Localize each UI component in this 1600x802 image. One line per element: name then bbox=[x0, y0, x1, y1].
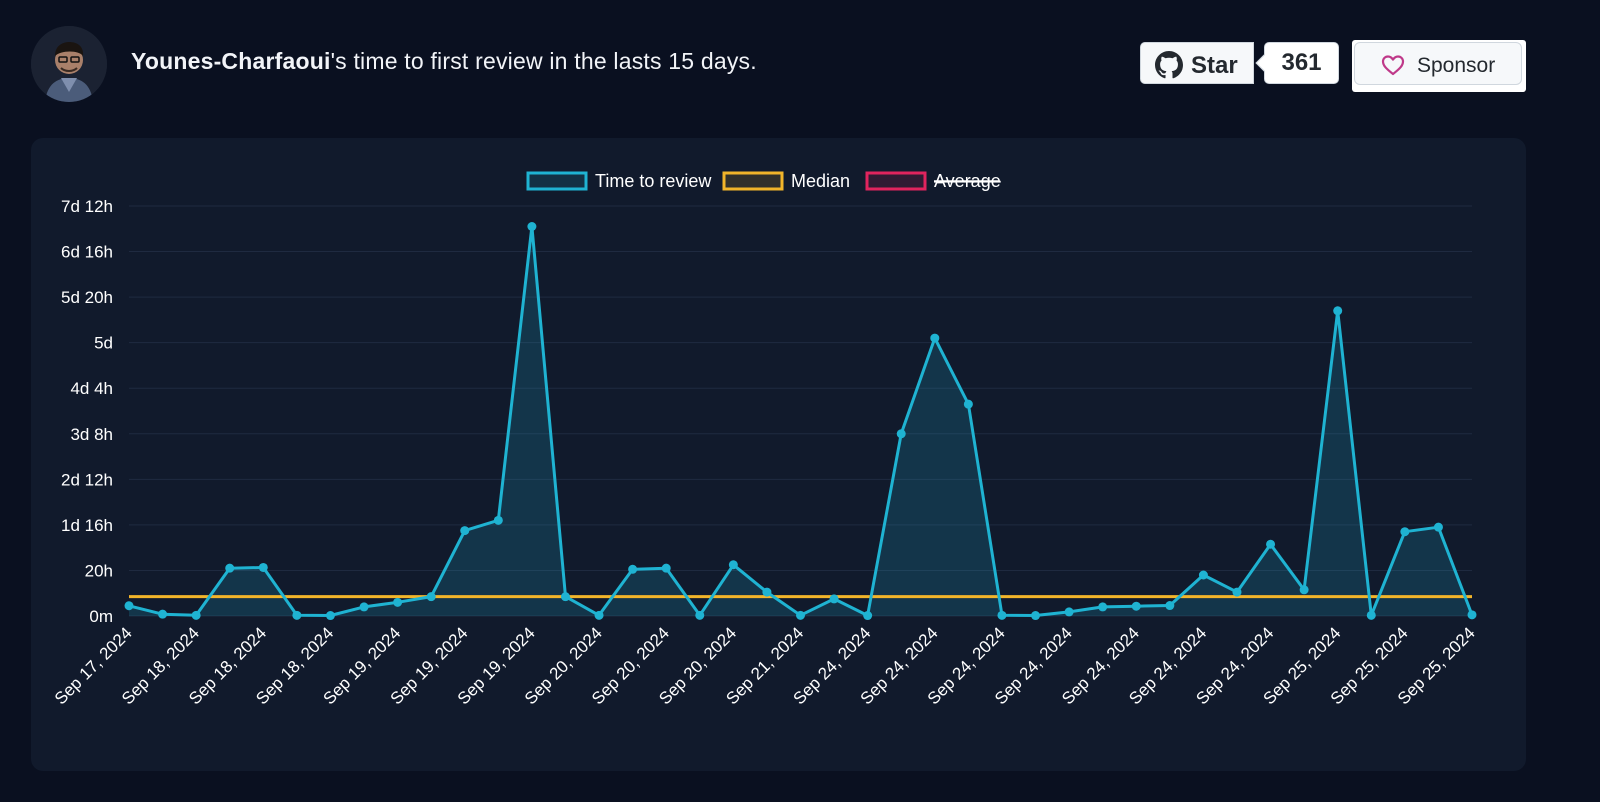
legend-swatch bbox=[865, 171, 927, 191]
data-point bbox=[527, 222, 537, 231]
y-tick-label: 6d 16h bbox=[61, 243, 113, 262]
y-tick-label: 0m bbox=[89, 607, 113, 626]
legend-label: Median bbox=[791, 171, 850, 191]
data-point bbox=[1198, 570, 1208, 580]
data-point bbox=[863, 611, 873, 621]
data-point bbox=[896, 429, 906, 439]
sponsor-button[interactable]: Sponsor bbox=[1352, 40, 1526, 92]
data-point bbox=[1098, 602, 1108, 612]
y-tick-label: 1d 16h bbox=[61, 516, 113, 535]
data-point bbox=[1064, 607, 1074, 617]
data-point bbox=[1232, 587, 1242, 597]
data-point bbox=[1031, 611, 1041, 621]
username[interactable]: Younes-Charfaoui bbox=[131, 48, 331, 74]
chart-series bbox=[124, 222, 1477, 621]
data-point bbox=[930, 333, 940, 343]
data-point bbox=[796, 610, 805, 620]
data-point bbox=[1467, 610, 1477, 620]
data-point bbox=[460, 526, 470, 536]
review-area bbox=[129, 226, 1472, 616]
y-tick-label: 2d 12h bbox=[61, 470, 113, 489]
avatar-image bbox=[31, 26, 107, 102]
data-point bbox=[628, 564, 638, 574]
data-point bbox=[1433, 522, 1443, 532]
data-point bbox=[225, 563, 235, 573]
data-point bbox=[661, 563, 671, 573]
legend-swatch bbox=[722, 171, 784, 191]
data-point bbox=[325, 611, 335, 621]
data-point bbox=[1299, 585, 1309, 595]
data-point bbox=[1165, 601, 1175, 611]
y-tick-label: 5d bbox=[94, 334, 113, 353]
star-count[interactable]: 361 bbox=[1264, 42, 1339, 84]
data-point bbox=[359, 602, 369, 612]
data-point bbox=[560, 592, 570, 602]
data-point bbox=[1131, 601, 1141, 611]
y-tick-label: 4d 4h bbox=[70, 379, 113, 398]
y-tick-label: 20h bbox=[85, 561, 113, 580]
sponsor-button-face: Sponsor bbox=[1354, 42, 1522, 85]
data-point bbox=[393, 597, 403, 607]
data-point bbox=[997, 610, 1007, 620]
legend-swatch bbox=[526, 171, 588, 191]
star-button[interactable]: Star bbox=[1140, 42, 1254, 84]
y-tick-label: 7d 12h bbox=[61, 197, 113, 216]
chart-grid bbox=[129, 205, 1472, 617]
header: Younes-Charfaoui's time to first review … bbox=[0, 0, 1600, 130]
data-point bbox=[292, 610, 302, 620]
sponsor-label: Sponsor bbox=[1417, 54, 1496, 77]
data-point bbox=[762, 587, 772, 597]
page-title: Younes-Charfaoui's time to first review … bbox=[131, 48, 757, 75]
data-point bbox=[695, 610, 705, 620]
chart-card: Time to review Median Average 7d 12h 6d 16h… bbox=[31, 138, 1526, 771]
legend-label: Time to review bbox=[595, 171, 712, 191]
data-point bbox=[1400, 527, 1410, 537]
data-point bbox=[124, 601, 134, 611]
y-tick-label: 3d 8h bbox=[70, 425, 113, 444]
github-icon bbox=[1155, 51, 1183, 79]
data-point bbox=[426, 592, 436, 602]
avatar[interactable] bbox=[31, 26, 107, 102]
data-point bbox=[158, 609, 168, 619]
title-text: 's time to first review in the lasts 15 … bbox=[330, 48, 757, 74]
heart-icon bbox=[1381, 55, 1405, 76]
y-axis: 7d 12h 6d 16h 5d 20h 5d 4d 4h 3d 8h 2d 12h 1d 1… bbox=[61, 197, 113, 626]
data-point bbox=[258, 562, 268, 572]
y-tick-label: 5d 20h bbox=[61, 288, 113, 307]
data-point bbox=[829, 594, 839, 604]
data-point bbox=[963, 399, 973, 409]
data-point bbox=[594, 610, 604, 620]
data-point bbox=[1366, 610, 1376, 620]
star-label: Star bbox=[1191, 52, 1238, 79]
data-point bbox=[1266, 539, 1276, 549]
data-point bbox=[1333, 306, 1343, 316]
data-point bbox=[728, 560, 738, 570]
data-point bbox=[191, 610, 201, 620]
chart-legend: Time to review Median Average bbox=[526, 171, 1001, 191]
data-point bbox=[493, 515, 503, 525]
